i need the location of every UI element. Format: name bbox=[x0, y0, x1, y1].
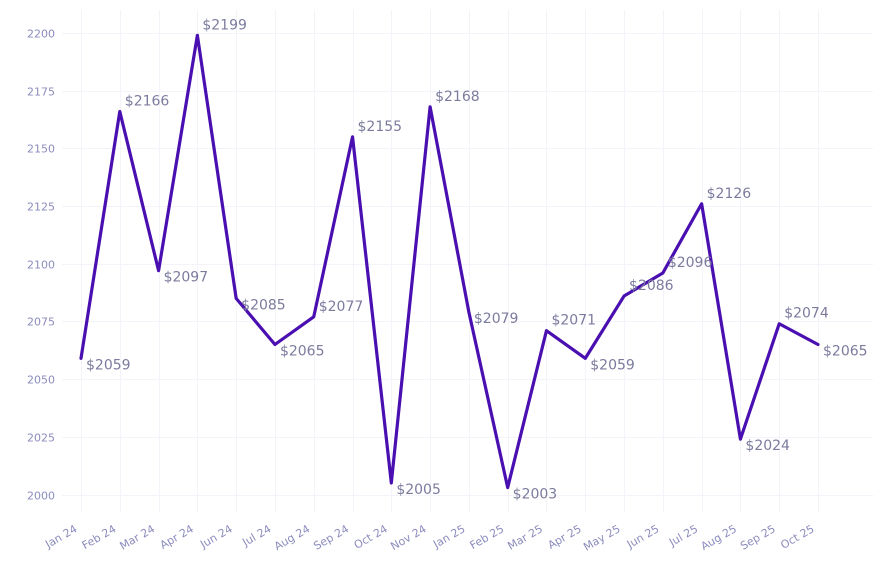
y-axis-tick-label: 2150 bbox=[27, 143, 55, 156]
data-point-label: $2155 bbox=[358, 119, 403, 135]
y-axis-tick-label: 2200 bbox=[27, 28, 55, 41]
y-axis-tick-label: 2125 bbox=[27, 201, 55, 214]
data-point-label: $2059 bbox=[86, 357, 131, 373]
data-point-label: $2065 bbox=[823, 344, 868, 360]
data-point-label: $2168 bbox=[435, 89, 480, 105]
y-axis-tick-label: 2000 bbox=[27, 490, 55, 503]
data-point-label: $2085 bbox=[241, 297, 286, 313]
y-axis-tick-labels: 2000 2025 2050 2075 2100 2125 2150 2175 2200 bbox=[27, 28, 55, 503]
vertical-gridlines bbox=[81, 10, 819, 512]
data-point-label: $2071 bbox=[551, 313, 596, 329]
data-point-label: $2077 bbox=[319, 299, 364, 315]
data-point-label: $2003 bbox=[513, 487, 558, 503]
data-point-labels: $2059 $2166 $2097 $2199 $2085 $2065 $2077 $2155… bbox=[86, 17, 868, 502]
y-axis-tick-label: 2050 bbox=[27, 374, 55, 387]
data-point-label: $2005 bbox=[396, 482, 441, 498]
data-point-label: $2079 bbox=[474, 311, 519, 327]
y-axis-tick-label: 2075 bbox=[27, 316, 55, 329]
data-point-label: $2096 bbox=[668, 255, 713, 271]
y-axis-tick-label: 2175 bbox=[27, 86, 55, 99]
data-point-label: $2024 bbox=[745, 438, 790, 454]
data-point-label: $2097 bbox=[164, 270, 209, 286]
data-series-line bbox=[79, 33, 820, 490]
data-point-label: $2065 bbox=[280, 344, 325, 360]
y-axis-tick-label: 2025 bbox=[27, 432, 55, 445]
data-point-label: $2126 bbox=[707, 186, 752, 202]
data-point-label: $2086 bbox=[629, 278, 674, 294]
data-point-label: $2074 bbox=[784, 306, 829, 322]
data-point-label: $2059 bbox=[590, 357, 635, 373]
data-point-label: $2199 bbox=[202, 17, 247, 33]
y-axis-tick-label: 2100 bbox=[27, 259, 55, 272]
data-point-label: $2166 bbox=[125, 93, 170, 109]
